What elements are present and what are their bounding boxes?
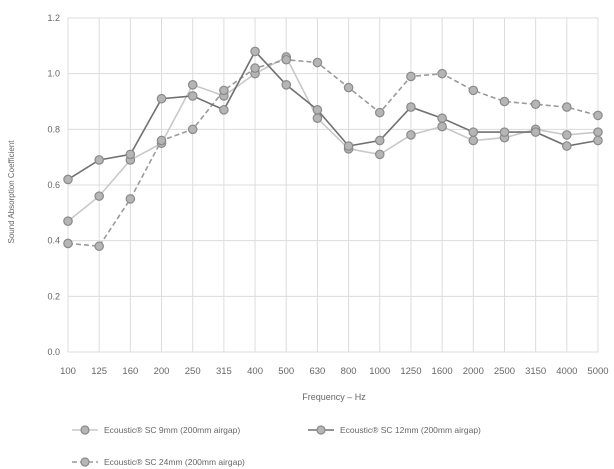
- data-point: [63, 174, 73, 185]
- x-tick-label: 3150: [525, 366, 546, 377]
- series-line: [67, 50, 599, 181]
- data-point: [343, 82, 354, 93]
- legend: Ecoustic® SC 9mm (200mm airgap) Ecoustic®…: [72, 425, 481, 467]
- data-point: [499, 96, 510, 107]
- x-tick-label: 400: [247, 366, 263, 377]
- data-point: [219, 85, 229, 96]
- grid: [67, 17, 599, 353]
- data-point: [63, 216, 73, 226]
- data-point: [187, 80, 198, 90]
- data-point: [94, 241, 104, 252]
- x-tick-label: 250: [185, 366, 201, 377]
- x-tick-label: 160: [122, 366, 138, 377]
- data-point: [406, 102, 416, 112]
- data-point: [281, 54, 292, 65]
- data-point: [187, 91, 198, 101]
- x-tick-label: 800: [341, 366, 357, 377]
- x-tick-label: 5000: [587, 366, 608, 377]
- data-point: [530, 99, 541, 110]
- data-point: [374, 149, 385, 160]
- data-point: [562, 130, 572, 140]
- y-tick-label: 0.2: [47, 291, 60, 301]
- x-tick-label: 200: [154, 366, 170, 377]
- legend-marker: [80, 457, 90, 467]
- data-point: [468, 127, 479, 137]
- data-point: [530, 127, 541, 137]
- data-point: [281, 80, 292, 90]
- data-point: [406, 71, 416, 82]
- x-tick-label: 4000: [556, 366, 577, 377]
- legend-item-1: Ecoustic® SC 9mm (200mm airgap): [72, 425, 240, 435]
- y-tick-label: 0.8: [47, 124, 60, 134]
- series-layer: [63, 46, 603, 252]
- data-point: [219, 105, 229, 115]
- data-point: [250, 63, 260, 73]
- data-point: [156, 93, 167, 104]
- series-line: [67, 55, 599, 222]
- x-tick-label: 500: [278, 366, 294, 377]
- data-point: [437, 121, 447, 132]
- y-tick-label: 0.0: [47, 347, 60, 357]
- data-point: [593, 135, 603, 146]
- data-point: [63, 238, 73, 249]
- x-tick-label: 630: [309, 366, 325, 377]
- data-point: [468, 135, 479, 146]
- y-tick-label: 0.4: [47, 236, 60, 246]
- legend-label: Ecoustic® SC 24mm (200mm airgap): [104, 457, 245, 467]
- x-tick-label: 1600: [432, 366, 453, 377]
- data-point: [94, 155, 104, 165]
- y-tick-label: 0.6: [47, 180, 60, 190]
- data-point: [437, 113, 447, 123]
- series-line: [67, 58, 599, 248]
- x-tick-label: 100: [60, 366, 76, 377]
- x-tick-label: 2500: [494, 366, 515, 377]
- series-1: [63, 52, 603, 226]
- data-point: [562, 141, 572, 151]
- y-tick-label: 1.0: [47, 69, 60, 79]
- x-tick-label: 125: [91, 366, 107, 377]
- data-point: [406, 130, 416, 140]
- data-point: [125, 149, 136, 160]
- legend-item-3: Ecoustic® SC 24mm (200mm airgap): [72, 457, 245, 467]
- data-point: [250, 46, 260, 57]
- legend-label: Ecoustic® SC 12mm (200mm airgap): [340, 425, 481, 435]
- legend-item-2: Ecoustic® SC 12mm (200mm airgap): [308, 425, 481, 435]
- legend-label: Ecoustic® SC 9mm (200mm airgap): [104, 425, 240, 435]
- data-point: [468, 85, 479, 96]
- x-tick-label: 1000: [369, 366, 390, 377]
- data-point: [593, 127, 603, 137]
- x-axis-label: Frequency – Hz: [302, 392, 366, 402]
- data-point: [374, 135, 385, 146]
- series-3: [63, 54, 603, 252]
- x-tick-label: 1250: [400, 366, 421, 377]
- data-point: [437, 68, 447, 79]
- data-point: [125, 194, 136, 204]
- data-point: [312, 113, 323, 123]
- data-point: [312, 57, 323, 68]
- series-2: [63, 46, 603, 185]
- data-point: [312, 105, 323, 115]
- x-tick-label: 2000: [463, 366, 484, 377]
- y-axis-label: Sound Absorption Coefficient: [7, 140, 16, 244]
- data-point: [156, 135, 167, 146]
- data-point: [374, 107, 385, 118]
- y-tick-labels: 0.0 0.2 0.4 0.6 0.8 1.0 1.2: [47, 13, 60, 357]
- data-point: [94, 191, 104, 201]
- data-point: [562, 102, 572, 112]
- legend-marker: [80, 425, 90, 435]
- data-point: [499, 127, 510, 137]
- data-point: [593, 110, 603, 121]
- x-tick-labels: 100 125 160 200 250 315 400 500 630 800 1000 1250 16…: [60, 366, 609, 377]
- legend-marker: [316, 425, 326, 435]
- data-point: [343, 141, 354, 151]
- data-point: [187, 124, 198, 135]
- x-tick-label: 315: [216, 366, 232, 377]
- y-tick-label: 1.2: [47, 13, 60, 23]
